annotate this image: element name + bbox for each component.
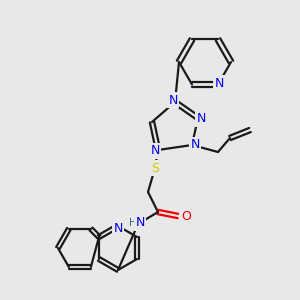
Text: N: N	[168, 94, 178, 106]
Text: N: N	[196, 112, 206, 125]
Text: N: N	[190, 139, 200, 152]
Text: H: H	[129, 218, 137, 228]
Text: N: N	[214, 77, 224, 90]
Text: O: O	[181, 209, 191, 223]
Text: N: N	[113, 221, 123, 235]
Text: N: N	[135, 217, 145, 230]
Text: N: N	[150, 145, 160, 158]
Text: S: S	[151, 161, 159, 175]
